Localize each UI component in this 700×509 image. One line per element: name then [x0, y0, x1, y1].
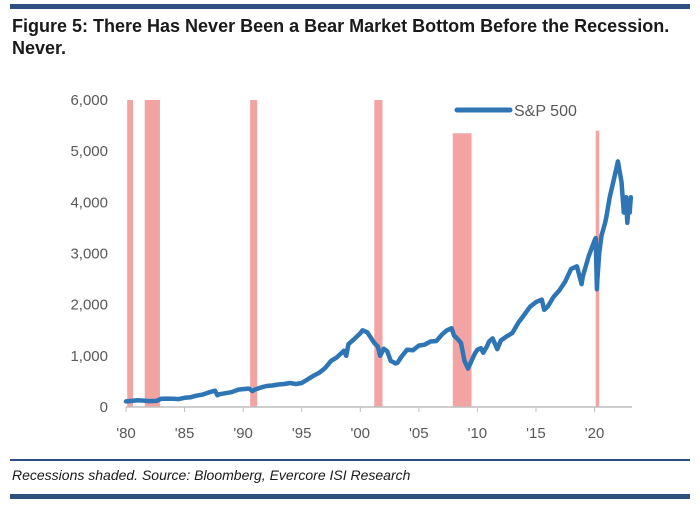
- x-tick-label: '05: [409, 425, 429, 442]
- footer-rule: [10, 459, 690, 461]
- legend-label: S&P 500: [514, 103, 577, 120]
- y-tick-label: 6,000: [70, 92, 108, 109]
- chart-title: Figure 5: There Has Never Been a Bear Ma…: [12, 16, 670, 58]
- bottom-rule: [10, 494, 690, 499]
- source-note: Recessions shaded. Source: Bloomberg, Ev…: [12, 467, 411, 483]
- y-tick-label: 0: [100, 399, 108, 416]
- series-lines: [123, 159, 634, 404]
- x-tick-label: '90: [233, 425, 253, 442]
- x-tick-label: '20: [585, 425, 605, 442]
- y-tick-label: 5,000: [70, 143, 108, 160]
- y-axis-ticks: 0 1,000 2,000 3,000 4,000 5,000 6,000: [70, 92, 108, 416]
- x-tick-label: '95: [292, 425, 312, 442]
- series-line-sp500: [123, 159, 634, 404]
- y-tick-label: 3,000: [70, 246, 108, 263]
- top-rule: [10, 4, 690, 9]
- x-tick-label: '10: [468, 425, 488, 442]
- x-tick-label: '15: [526, 425, 546, 442]
- x-tick-label: '00: [350, 425, 370, 442]
- recession-band-0: [127, 100, 134, 407]
- x-tick-label: '85: [175, 425, 195, 442]
- x-axis-ticks: '80 '85 '90 '95 '00 '05 '10 '15 '20: [116, 407, 604, 442]
- y-tick-label: 1,000: [70, 348, 108, 365]
- y-tick-label: 4,000: [70, 194, 108, 211]
- x-tick-label: '80: [116, 425, 136, 442]
- y-tick-label: 2,000: [70, 297, 108, 314]
- recession-band-3: [374, 100, 383, 407]
- recession-shading: [127, 100, 600, 407]
- legend: S&P 500: [454, 103, 577, 120]
- recession-band-1: [144, 100, 160, 407]
- recession-band-2: [250, 100, 258, 407]
- sp500-chart: 0 1,000 2,000 3,000 4,000 5,000 6,000 '80 '85 '9…: [70, 92, 634, 442]
